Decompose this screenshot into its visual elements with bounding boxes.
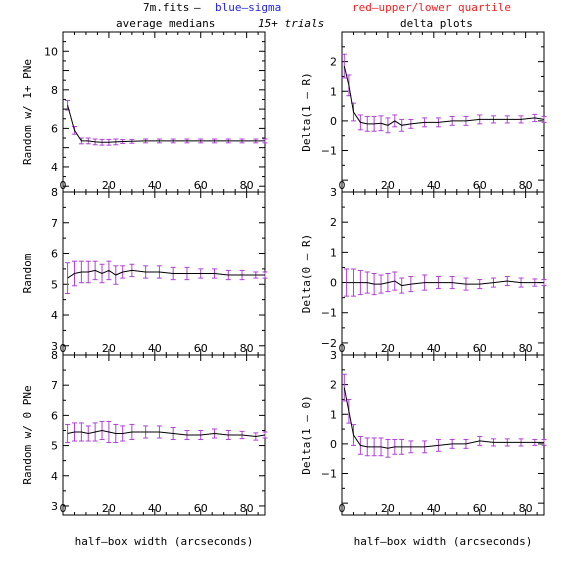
- panel-middle-right-y-tick-label: 2: [330, 216, 337, 229]
- panel-bottom-left-x-tick-label: 40: [148, 502, 162, 515]
- panel-bottom-left-y-tick-label: 6: [51, 409, 58, 422]
- panel-middle-right-x-tick-label: 80: [519, 342, 533, 355]
- panel-middle-left-x-tick-label: 20: [102, 342, 116, 355]
- blue-legend-label: blue—sigma: [215, 1, 282, 14]
- panel-bottom-left-x-tick-label: 20: [102, 502, 116, 515]
- panel-middle-right-x-tick-label: 20: [381, 342, 395, 355]
- trials-label: 15+ trials: [258, 17, 325, 30]
- panel-top-right-x-tick-label: 60: [473, 179, 487, 192]
- panel-bottom-left-y-tick-label: 3: [51, 500, 58, 513]
- panel-top-right-x-tick-label: 20: [381, 179, 395, 192]
- panel-middle-left-x-tick-label: 40: [148, 342, 162, 355]
- panel-bottom-right-series-line: [343, 387, 544, 449]
- panel-middle-left-x-tick-label: 80: [240, 342, 254, 355]
- panel-bottom-right-y-tick-label: 2: [330, 379, 337, 392]
- panel-top-left-y-axis-label: Random w/ 1+ PNe: [21, 59, 34, 165]
- panel-middle-right-x-tick-label: 40: [427, 342, 441, 355]
- panel-middle-right-series-line: [346, 280, 544, 287]
- panel-middle-left-y-tick-label: 6: [51, 248, 58, 261]
- panel-bottom-left-y-tick-label: 7: [51, 379, 58, 392]
- panel-middle-right-y-tick-label: 1: [330, 246, 337, 259]
- panel-bottom-right-y-tick-label: −1: [321, 468, 337, 481]
- panel-top-left-x-tick-label: 20: [102, 179, 116, 192]
- panel-bottom-right-x-tick-label: 20: [381, 502, 395, 515]
- panel-bottom-left-x-tick-label: 0: [60, 502, 67, 515]
- right-column-title: delta plots: [400, 17, 473, 30]
- panel-top-left-y-tick-label: 6: [51, 122, 58, 135]
- panel-bottom-left-x-axis-label: half—box width (arcseconds): [75, 535, 254, 548]
- panel-middle-right-y-tick-label: 0: [330, 277, 337, 290]
- panel-middle-left-y-tick-label: 7: [51, 217, 58, 230]
- panel-top-right-series-line: [343, 65, 545, 126]
- panel-top-right-y-tick-label: 1: [330, 85, 337, 98]
- panel-bottom-left-y-tick-label: 8: [51, 349, 58, 362]
- panel-top-right-x-tick-label: 0: [339, 179, 346, 192]
- panel-bottom-left-x-tick-label: 80: [240, 502, 254, 515]
- header-dash: —: [194, 1, 201, 14]
- panel-bottom-right-y-tick-label: 3: [330, 349, 337, 362]
- panel-top-left-y-tick-label: 8: [51, 84, 58, 97]
- panel-top-right-x-tick-label: 40: [427, 179, 441, 192]
- panel-middle-left-y-tick-label: 5: [51, 278, 58, 291]
- panel-bottom-left-x-tick-label: 60: [194, 502, 208, 515]
- panel-middle-left-y-axis-label: Random: [21, 253, 34, 293]
- panel-bottom-right-x-axis-label: half—box width (arcseconds): [354, 535, 533, 548]
- panel-middle-right-y-tick-label: −1: [321, 307, 337, 320]
- panel-bottom-left-series-line: [67, 429, 266, 438]
- panel-bottom-right-y-axis-label: Delta(1 — 0): [300, 395, 313, 474]
- panel-bottom-left-y-tick-label: 5: [51, 440, 58, 453]
- left-column-title: average medians: [116, 17, 216, 30]
- panel-bottom-left-y-tick-label: 4: [51, 470, 58, 483]
- panel-top-right-frame: [341, 31, 545, 193]
- panel-bottom-left-y-axis-label: Random w/ 0 PNe: [21, 385, 34, 484]
- panel-middle-right-y-axis-label: Delta(0 — R): [300, 234, 313, 313]
- panel-middle-right-y-tick-label: −2: [321, 337, 337, 350]
- panel-top-left-x-tick-label: 80: [240, 179, 254, 192]
- panel-middle-left-y-tick-label: 3: [51, 340, 58, 353]
- panel-top-right-y-tick-label: −1: [321, 145, 337, 158]
- panel-middle-left-x-tick-label: 0: [60, 342, 67, 355]
- panel-middle-left-y-tick-label: 8: [51, 186, 58, 199]
- panel-top-left-x-tick-label: 0: [60, 179, 67, 192]
- panel-top-right-y-tick-label: 0: [330, 115, 337, 128]
- panel-middle-right-x-tick-label: 60: [473, 342, 487, 355]
- panel-bottom-right-x-tick-label: 0: [339, 502, 346, 515]
- panel-top-left-frame: [62, 31, 266, 193]
- panel-top-left-y-tick-label: 10: [44, 45, 58, 58]
- panel-middle-left-frame: [62, 191, 266, 356]
- panel-top-right-y-tick-label: 2: [330, 56, 337, 69]
- panel-top-left-x-tick-label: 40: [148, 179, 162, 192]
- panel-top-left-x-tick-label: 60: [194, 179, 208, 192]
- panel-bottom-right-x-tick-label: 40: [427, 502, 441, 515]
- panel-bottom-right-y-tick-label: 1: [330, 408, 337, 421]
- panel-middle-right-x-tick-label: 0: [339, 342, 346, 355]
- panel-bottom-right-frame: [341, 354, 545, 516]
- panel-bottom-right-x-tick-label: 80: [519, 502, 533, 515]
- file-name-label: 7m.fits: [143, 1, 190, 14]
- panel-middle-left-series-line: [67, 269, 265, 279]
- panel-middle-right-y-tick-label: 3: [330, 186, 337, 199]
- panel-top-left-y-tick-label: 4: [51, 161, 58, 174]
- panel-middle-left-y-tick-label: 4: [51, 309, 58, 322]
- panel-top-right-x-tick-label: 80: [519, 179, 533, 192]
- panel-top-left-series-line: [67, 105, 265, 143]
- panel-middle-left-x-tick-label: 60: [194, 342, 208, 355]
- red-legend-label: red—upper/lower quartile: [352, 1, 511, 14]
- panel-top-right-y-axis-label: Delta(1 — R): [300, 72, 313, 151]
- panel-bottom-right-y-tick-label: 0: [330, 438, 337, 451]
- panel-bottom-right-x-tick-label: 60: [473, 502, 487, 515]
